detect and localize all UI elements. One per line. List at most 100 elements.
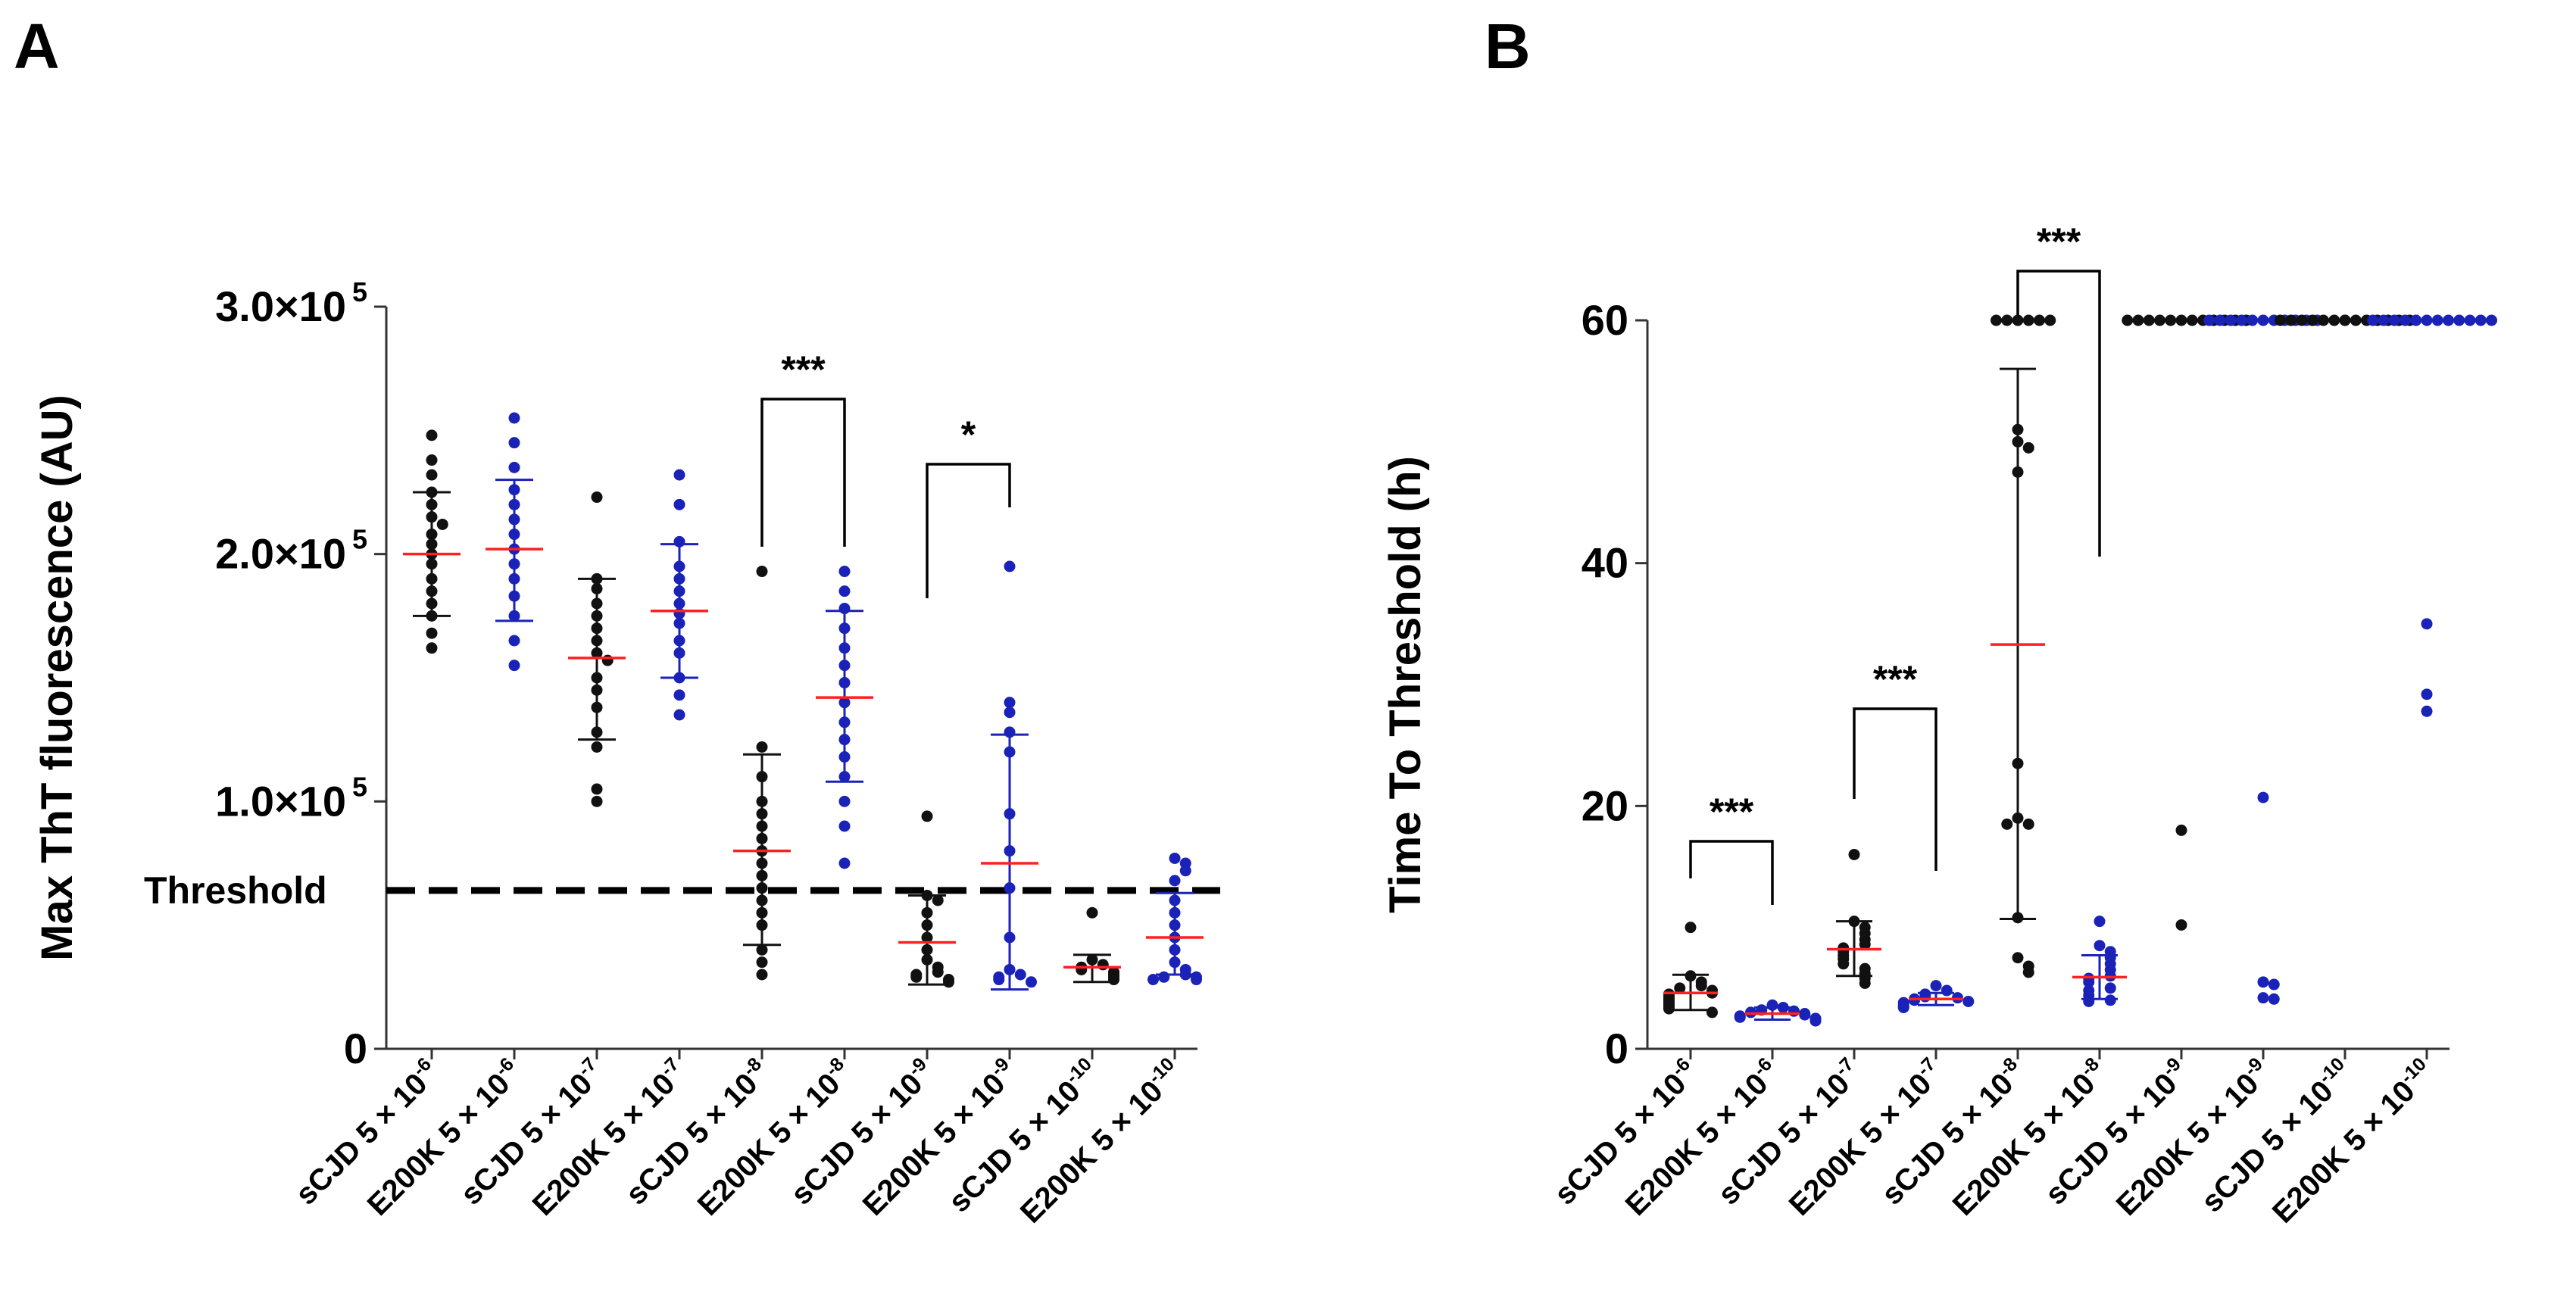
data-point [2022, 818, 2034, 830]
data-point [2214, 314, 2226, 326]
x-category-label: sCJD 5 × 10-9 [783, 1053, 941, 1212]
data-point [2165, 314, 2177, 326]
series-group [2072, 916, 2127, 1007]
data-point [673, 617, 685, 629]
data-point [1169, 875, 1181, 887]
data-point [673, 607, 685, 619]
data-point [756, 944, 768, 956]
threshold-label: Threshold [144, 869, 327, 912]
data-point [1004, 560, 1016, 572]
data-point [838, 771, 851, 783]
data-point [673, 635, 685, 647]
series-group [1063, 906, 1121, 986]
data-point [2257, 992, 2269, 1004]
data-point [1799, 1009, 1811, 1021]
data-point [1086, 953, 1098, 966]
data-point [591, 701, 603, 713]
data-point [591, 726, 603, 738]
significance-label: *** [2037, 220, 2081, 263]
data-point [508, 558, 520, 570]
data-point [673, 585, 685, 597]
data-point [1004, 726, 1016, 738]
data-point [1097, 959, 1109, 971]
data-point [426, 511, 438, 523]
data-point [943, 976, 954, 988]
data-point [1086, 906, 1098, 919]
data-point [838, 603, 851, 615]
significance-bracket: * [926, 413, 1011, 598]
data-point [2257, 976, 2269, 988]
data-point [591, 635, 603, 647]
data-point [756, 882, 768, 894]
data-point [2012, 952, 2024, 964]
data-point [673, 560, 685, 572]
data-point [426, 454, 438, 466]
data-point [1147, 974, 1159, 986]
data-point [1026, 976, 1037, 988]
data-point [508, 513, 520, 526]
bracket-line [1689, 840, 1774, 905]
data-point [756, 869, 768, 881]
data-point [756, 857, 768, 869]
series-group [1146, 852, 1204, 986]
data-point [921, 889, 933, 901]
series-group [651, 469, 708, 721]
data-point [2012, 423, 2024, 435]
data-point [838, 795, 851, 807]
data-point [2083, 995, 2095, 1007]
data-point [673, 647, 685, 659]
data-point [2001, 314, 2013, 326]
data-point [2175, 824, 2187, 836]
data-point [426, 529, 438, 541]
data-point [921, 906, 933, 919]
data-point [756, 832, 768, 844]
data-point [1788, 1005, 1800, 1017]
data-point [2410, 314, 2422, 326]
y-tick-label: 40 [1582, 539, 1628, 587]
data-point [1941, 984, 1953, 997]
data-point [2431, 314, 2443, 326]
bracket-line [2016, 270, 2101, 557]
data-point [2421, 688, 2433, 700]
data-point [2421, 314, 2433, 326]
data-point [838, 716, 851, 728]
data-point [673, 597, 685, 610]
data-point [2328, 314, 2340, 326]
y-tick-label: 0 [344, 1025, 367, 1072]
data-point [921, 944, 933, 956]
data-point [508, 660, 520, 672]
data-point [508, 590, 520, 602]
data-point [2486, 314, 2497, 326]
data-point [508, 610, 520, 622]
series-group [486, 412, 543, 672]
data-point [2378, 314, 2390, 326]
data-point [591, 610, 603, 622]
data-point [426, 610, 438, 622]
data-point [1169, 944, 1181, 956]
data-point [2094, 916, 2106, 928]
data-point [838, 622, 851, 635]
data-point [921, 931, 933, 944]
data-point [673, 689, 685, 701]
data-point [1004, 697, 1016, 709]
data-point [1158, 971, 1170, 983]
series-group [1827, 848, 1881, 989]
data-point [1169, 919, 1181, 931]
data-point [426, 429, 438, 441]
data-point [426, 538, 438, 551]
data-point [591, 684, 603, 696]
data-point [426, 572, 438, 585]
data-point [2400, 314, 2411, 326]
data-point [1991, 314, 2002, 326]
series-group [2203, 314, 2323, 1005]
data-point [2475, 314, 2487, 326]
data-point [2012, 757, 2024, 769]
data-point [1004, 882, 1016, 894]
y-tick-label: 1.0×10 5 [215, 771, 367, 825]
data-point [1897, 1001, 1909, 1013]
data-point [673, 572, 685, 585]
series-group [403, 429, 461, 654]
data-point [2186, 314, 2198, 326]
data-point [1674, 982, 1686, 994]
x-category-label: sCJD 5 × 10-7 [453, 1053, 611, 1212]
